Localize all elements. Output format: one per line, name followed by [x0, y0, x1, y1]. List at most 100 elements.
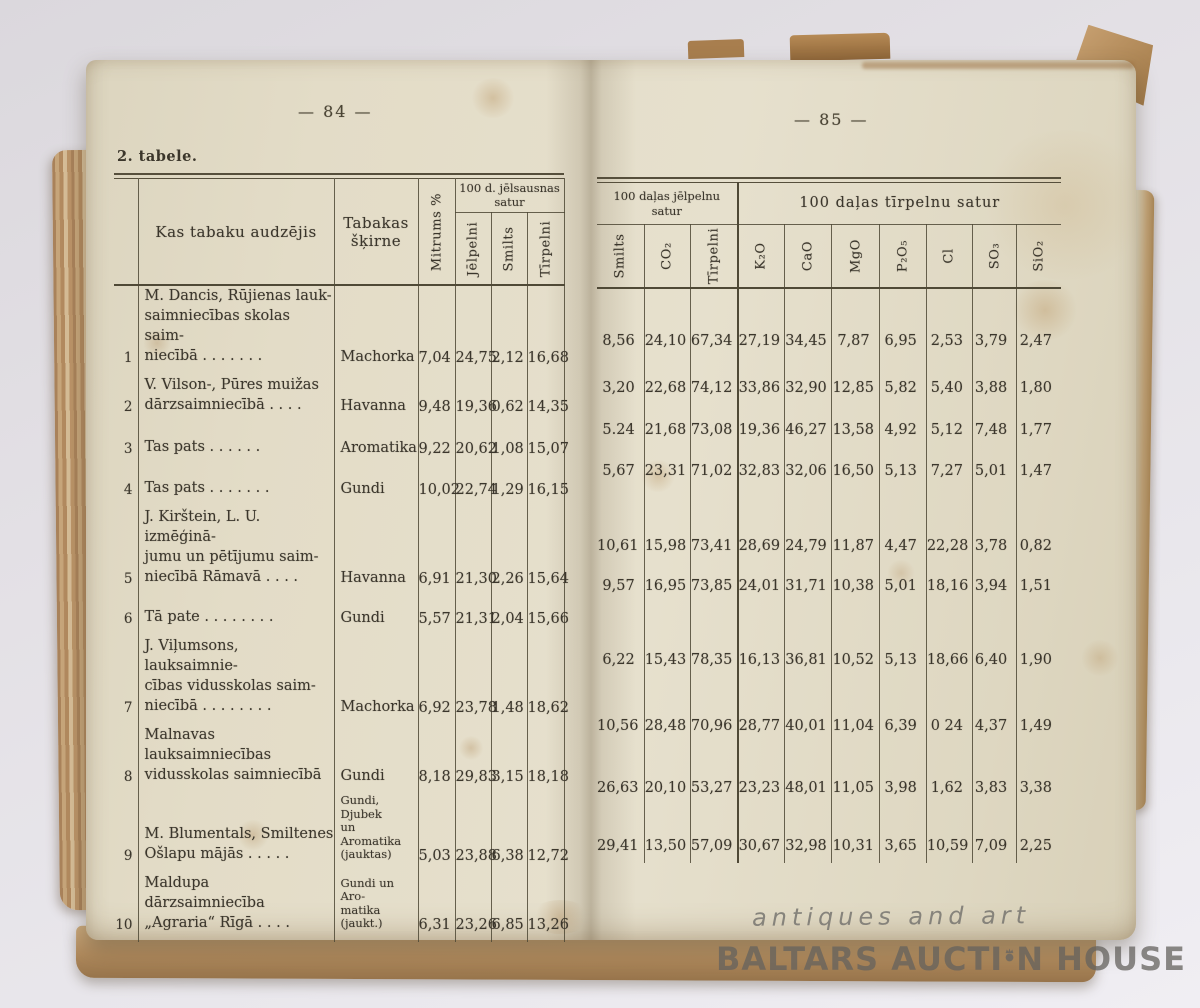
cell-value: 2,53	[926, 287, 974, 358]
cell-value: 9,48	[418, 375, 456, 425]
cell-value: 13,58	[831, 404, 880, 447]
cell-grower: V. Vilson-, Pūres muižas dārzsaimniecībā…	[138, 375, 335, 425]
co2-column-header: CO₂	[644, 224, 691, 289]
cell-value: 5,40	[926, 357, 974, 405]
table-row: 10,56 28,48 70,96 28,77 40,01 11,04 6,39 0 24 4,…	[597, 676, 1061, 743]
cell-value: 8,56	[597, 287, 645, 358]
watermark-tagline: antiques and art	[751, 901, 1031, 932]
cell-value: 11,04	[831, 676, 880, 743]
cell-grower: Tā pate . . . . . . . .	[138, 596, 335, 637]
cell-value: 1,62	[926, 742, 974, 805]
cell-num: 10	[114, 872, 139, 942]
cell-value: 27,19	[737, 287, 786, 358]
cell-value: 28,69	[737, 487, 786, 563]
cell-value: 57,09	[690, 804, 739, 863]
cell-value: 5,67	[597, 446, 645, 488]
cell-value: 12,85	[831, 357, 880, 405]
left-data-table: Kas tabaku audzējis Tabakas šķirne Mitru…	[114, 173, 569, 942]
cell-value: 11,87	[831, 487, 880, 563]
cell-value: 18,66	[926, 602, 974, 677]
cell-value: 1,08	[491, 424, 528, 467]
cell-num: 5	[114, 507, 139, 597]
cell-value: 15,64	[527, 507, 569, 597]
cell-value: 70,96	[690, 676, 739, 743]
table-row: 3,20 22,68 74,12 33,86 32,90 12,85 5,82 5,40 3,8…	[597, 357, 1061, 405]
cell-value: 2,47	[1019, 332, 1052, 349]
cell-value: 5,13	[879, 446, 927, 488]
cell-value: 18,62	[527, 636, 569, 726]
cell-value: 15,98	[644, 487, 691, 563]
cell-variety: Gundi	[334, 466, 419, 508]
cell-value: 0,62	[491, 375, 528, 425]
cell-grower: M. Dancis, Rūjienas lauk- saimniecības s…	[138, 285, 335, 376]
table-row: 9,57 16,95 73,85 24,01 31,71 10,38 5,01 18,16 3,…	[597, 562, 1061, 603]
cell-value: 5,03	[418, 794, 456, 873]
cell-value: 1,29	[491, 466, 528, 508]
cell-value: 9,57	[597, 562, 645, 603]
cell-value: 21,31	[455, 596, 497, 637]
cell-value: 15,43	[644, 602, 691, 677]
cell-grower: J. Kirštein, L. U. izmēģinā- jumu un pēt…	[138, 507, 335, 597]
cell-value: 26,63	[597, 742, 645, 805]
cell-value: 6,91	[418, 507, 456, 597]
cell-value: 2,26	[491, 507, 528, 597]
cell-value: 28,48	[644, 676, 691, 743]
cell-value: 33,86	[737, 357, 786, 405]
cell-value: 16,13	[737, 602, 786, 677]
cell-value: 5.24	[597, 404, 645, 447]
cell-value: 73,41	[690, 487, 739, 563]
cell-value: 2,25	[1019, 837, 1052, 854]
cell-value: 22,74	[455, 466, 497, 508]
cell-value: 10,52	[831, 602, 880, 677]
cell-value: 15,66	[527, 596, 569, 637]
cell-value: 4,92	[879, 404, 927, 447]
cell-num: 6	[114, 596, 139, 637]
cell-value: 1,51	[1019, 577, 1052, 594]
cell-value: 22,28	[926, 487, 974, 563]
stain-streak	[862, 62, 1134, 69]
cell-value: 24,75	[455, 285, 497, 376]
raw-ash-group-header: 100 d. jēlsausnas satur	[455, 178, 565, 213]
cell-num: 1	[114, 285, 139, 376]
table-row: 6 Tā pate . . . . . . . . Gundi 5,57 21,31 2,…	[114, 596, 569, 637]
cell-value: 4,37	[972, 676, 1018, 743]
cell-value: 0,82	[1019, 537, 1052, 554]
cell-value: 6,22	[597, 602, 645, 677]
cell-value: 67,34	[690, 287, 739, 358]
cell-value: 32,98	[784, 804, 833, 863]
cell-value: 16,50	[831, 446, 880, 488]
cell-value: 53,27	[690, 742, 739, 805]
table-row: 9 M. Blumentals, Smiltenes Ošlapu mājās .…	[114, 794, 569, 873]
auction-house-watermark: antiques and art BALTARS AUCTI N HOUSE	[716, 901, 1186, 986]
cell-value: 2,12	[491, 285, 528, 376]
cell-value: 6,95	[879, 287, 927, 358]
row-number-header	[114, 178, 139, 287]
cell-value: 14,35	[527, 375, 569, 425]
cell-value: 5,57	[418, 596, 456, 637]
cell-value: 3,15	[491, 725, 528, 795]
so3-column-header: SO₃	[972, 224, 1018, 289]
table-row: 4 Tas pats . . . . . . . Gundi 10,02 22,74 1,…	[114, 466, 569, 508]
cell-value: 6,40	[972, 602, 1018, 677]
cell-value: 32,90	[784, 357, 833, 405]
cell-grower: M. Blumentals, Smiltenes Ošlapu mājās . …	[138, 794, 335, 873]
cell-value: 10,61	[597, 487, 645, 563]
cell-variety: Gundi un Aro- matika (jaukt.)	[334, 872, 419, 942]
cell-value: 24,79	[784, 487, 833, 563]
table-row: 10,61 15,98 73,41 28,69 24,79 11,87 4,47 22,28 3…	[597, 487, 1061, 563]
variety-column-header: Tabakas šķirne	[334, 178, 419, 287]
cell-value: 3,79	[972, 287, 1018, 358]
cell-value: 3,38	[1019, 779, 1052, 796]
cell-value: 9,22	[418, 424, 456, 467]
cell-value: 10,38	[831, 562, 880, 603]
page-tab-top-small	[687, 39, 745, 59]
cell-num: 3	[114, 424, 139, 467]
cell-value: 6,39	[879, 676, 927, 743]
watermark-title: BALTARS AUCTI N HOUSE	[716, 932, 1186, 986]
cell-value: 5,12	[926, 404, 974, 447]
tirpelni-column-header: Tīrpelni	[527, 212, 565, 287]
cell-value: 3,98	[879, 742, 927, 805]
cell-value: 0 24	[926, 676, 974, 743]
cell-value: 20,10	[644, 742, 691, 805]
